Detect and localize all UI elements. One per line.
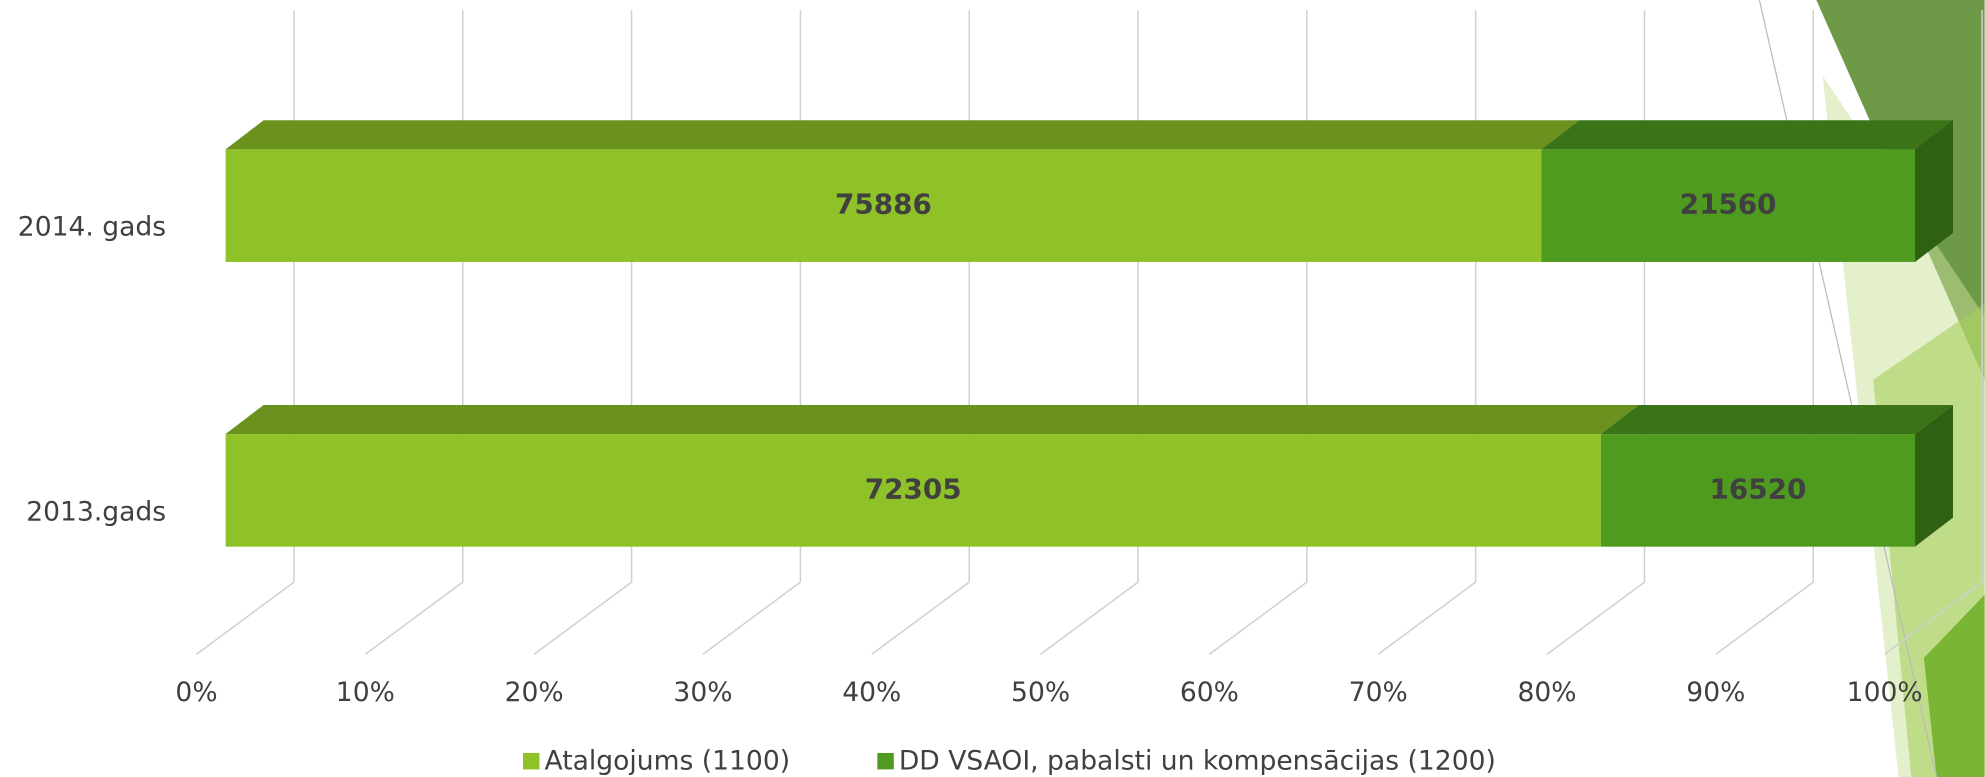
bar-top [1541,120,1953,150]
y-tick-label: 2014. gads [18,212,166,243]
legend-swatch [523,752,540,770]
value-label: 72305 [865,472,962,505]
legend-swatch [877,752,894,770]
bar-top [225,120,1580,150]
floor-line [1715,581,1814,655]
floor-line [364,581,464,655]
bar [1600,434,1916,547]
legend-label: DD VSAOI, pabalsti un kompensācijas (120… [899,745,1496,776]
x-tick-label: 10% [336,677,395,708]
x-tick-label: 20% [505,677,564,708]
floor-line [1377,581,1477,655]
value-label: 16520 [1710,472,1807,505]
bar-side [1915,404,1953,547]
x-tick-label: 40% [842,677,901,708]
bar [225,434,1601,547]
x-tick-label: 70% [1349,677,1408,708]
value-label: 75886 [835,188,932,221]
x-tick-label: 0% [175,677,217,708]
x-tick-label: 60% [1180,677,1239,708]
x-tick-label: 30% [673,677,732,708]
value-label: 21560 [1680,188,1777,221]
x-tick-label: 100% [1847,677,1923,708]
x-tick-label: 90% [1686,677,1745,708]
bar-top [225,404,1639,435]
bar-top [1600,404,1953,435]
floor-line [702,581,801,655]
decoration [1758,0,1985,777]
floor-line [871,581,970,655]
x-tick-label: 50% [1011,677,1070,708]
y-tick-label: 2013.gads [26,496,166,527]
bar [225,149,1542,262]
floor-line [1208,581,1308,655]
legend-label: Atalgojums (1100) [545,745,791,776]
bar-side [1915,120,1953,262]
floor-line [533,581,633,655]
floor-line [1040,581,1139,655]
x-tick-label: 80% [1518,677,1577,708]
floor-line [1884,581,1983,655]
floor-line [196,581,295,655]
floor-line [1546,581,1645,655]
bar [1541,149,1916,262]
